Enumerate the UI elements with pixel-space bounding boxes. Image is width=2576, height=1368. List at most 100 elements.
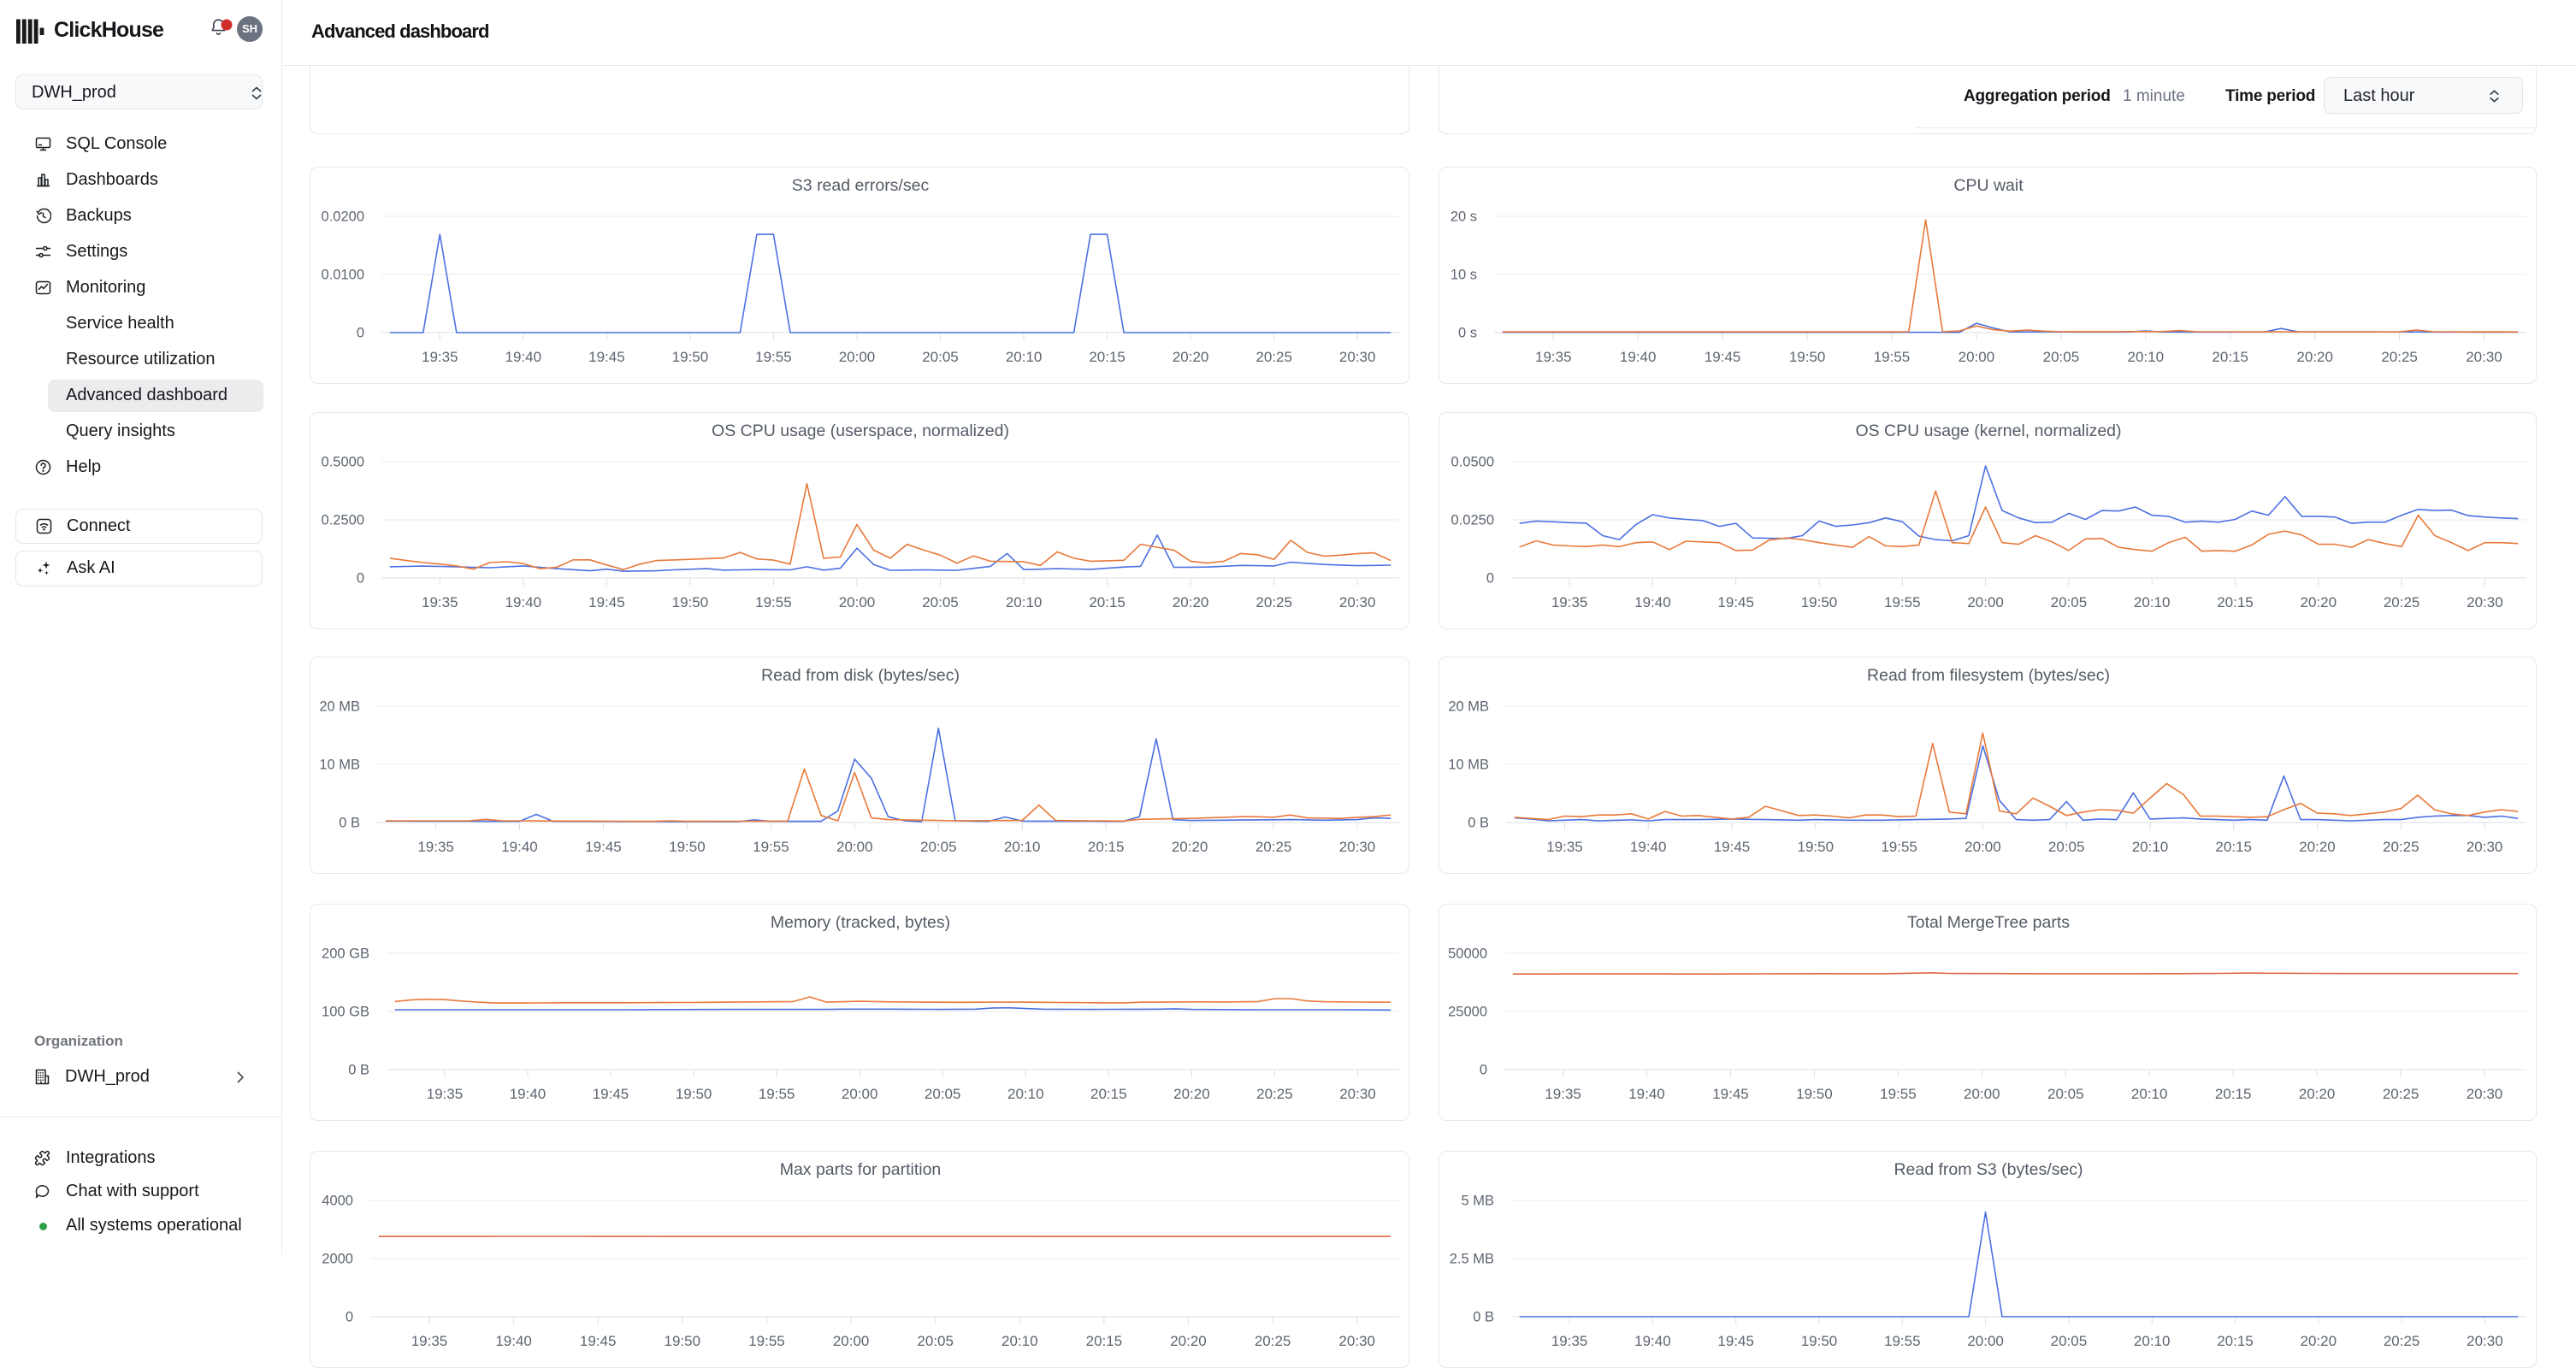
svg-text:20:05: 20:05 [925, 1086, 961, 1102]
svg-text:10 MB: 10 MB [1448, 758, 1489, 773]
svg-text:20:05: 20:05 [2043, 349, 2080, 365]
svg-text:19:35: 19:35 [427, 1086, 464, 1102]
svg-text:20 MB: 20 MB [1448, 699, 1489, 715]
svg-text:19:40: 19:40 [501, 839, 538, 855]
svg-text:19:45: 19:45 [1717, 1333, 1754, 1349]
svg-text:20:05: 20:05 [2048, 839, 2085, 855]
svg-text:100 GB: 100 GB [322, 1005, 369, 1020]
svg-text:19:35: 19:35 [422, 349, 458, 365]
svg-text:0: 0 [346, 1310, 353, 1325]
svg-text:20:10: 20:10 [1006, 349, 1043, 365]
svg-text:19:35: 19:35 [422, 594, 458, 610]
svg-text:20:30: 20:30 [2467, 1333, 2503, 1349]
svg-text:20:15: 20:15 [2215, 839, 2252, 855]
svg-text:20:00: 20:00 [839, 349, 876, 365]
svg-text:200 GB: 200 GB [322, 946, 369, 962]
svg-text:19:40: 19:40 [505, 594, 542, 610]
svg-text:Max parts for partition: Max parts for partition [780, 1160, 942, 1179]
svg-text:20:20: 20:20 [2301, 594, 2337, 610]
svg-text:20:25: 20:25 [2383, 839, 2419, 855]
svg-text:19:40: 19:40 [1634, 594, 1671, 610]
svg-text:20:10: 20:10 [1007, 1086, 1044, 1102]
svg-text:19:35: 19:35 [1551, 1333, 1588, 1349]
svg-text:20:25: 20:25 [2381, 349, 2418, 365]
svg-text:19:40: 19:40 [1630, 839, 1667, 855]
svg-text:0.0250: 0.0250 [1451, 513, 1494, 528]
svg-text:19:50: 19:50 [669, 839, 706, 855]
svg-text:20:25: 20:25 [1256, 1086, 1293, 1102]
svg-text:Total MergeTree parts: Total MergeTree parts [1907, 913, 2070, 932]
svg-text:20:15: 20:15 [1090, 1086, 1127, 1102]
svg-text:20:20: 20:20 [2299, 1086, 2336, 1102]
svg-text:19:55: 19:55 [1884, 1333, 1921, 1349]
svg-text:19:40: 19:40 [1620, 349, 1657, 365]
svg-text:20:00: 20:00 [1964, 839, 2001, 855]
svg-text:19:55: 19:55 [755, 349, 792, 365]
svg-text:0 B: 0 B [1468, 816, 1489, 831]
svg-text:0.0100: 0.0100 [322, 268, 364, 283]
svg-text:19:35: 19:35 [1551, 594, 1588, 610]
svg-text:0 B: 0 B [348, 1063, 369, 1078]
svg-text:19:35: 19:35 [417, 839, 454, 855]
svg-text:19:45: 19:45 [1705, 349, 1741, 365]
svg-text:20:10: 20:10 [2128, 349, 2165, 365]
svg-text:19:55: 19:55 [753, 839, 789, 855]
svg-text:20 MB: 20 MB [319, 699, 360, 715]
svg-text:20:10: 20:10 [1001, 1333, 1038, 1349]
svg-text:20:05: 20:05 [2051, 594, 2088, 610]
svg-text:19:45: 19:45 [588, 349, 625, 365]
svg-text:20:25: 20:25 [1256, 594, 1292, 610]
svg-text:20:05: 20:05 [922, 349, 959, 365]
svg-text:19:50: 19:50 [1798, 839, 1835, 855]
svg-text:Read from disk (bytes/sec): Read from disk (bytes/sec) [761, 666, 960, 685]
svg-text:20:15: 20:15 [1088, 839, 1125, 855]
svg-text:19:40: 19:40 [1634, 1333, 1671, 1349]
svg-text:25000: 25000 [1448, 1005, 1487, 1020]
svg-text:20:10: 20:10 [2132, 839, 2169, 855]
svg-text:2000: 2000 [322, 1252, 353, 1267]
svg-text:20:20: 20:20 [1173, 594, 1209, 610]
svg-text:20:30: 20:30 [2466, 349, 2502, 365]
svg-text:20:15: 20:15 [2212, 349, 2248, 365]
svg-text:10 MB: 10 MB [319, 758, 360, 773]
svg-text:19:35: 19:35 [411, 1333, 448, 1349]
svg-text:20:30: 20:30 [1338, 1333, 1375, 1349]
svg-text:20:30: 20:30 [1339, 349, 1376, 365]
svg-text:19:55: 19:55 [1880, 1086, 1917, 1102]
svg-text:20:30: 20:30 [2467, 594, 2503, 610]
svg-text:19:45: 19:45 [1717, 594, 1754, 610]
svg-text:19:50: 19:50 [1801, 594, 1838, 610]
svg-text:S3 read errors/sec: S3 read errors/sec [792, 176, 930, 195]
svg-text:19:45: 19:45 [588, 594, 625, 610]
svg-text:20:20: 20:20 [2301, 1333, 2337, 1349]
svg-text:CPU wait: CPU wait [1953, 176, 2024, 195]
svg-text:20:20: 20:20 [1173, 1086, 1210, 1102]
svg-text:20:05: 20:05 [922, 594, 959, 610]
svg-text:0.2500: 0.2500 [322, 513, 364, 528]
svg-text:0: 0 [357, 571, 364, 587]
svg-text:19:55: 19:55 [1884, 594, 1921, 610]
svg-text:20:15: 20:15 [1086, 1333, 1123, 1349]
svg-text:Read from S3 (bytes/sec): Read from S3 (bytes/sec) [1894, 1160, 2083, 1179]
svg-text:20:05: 20:05 [917, 1333, 954, 1349]
svg-text:2.5 MB: 2.5 MB [1450, 1252, 1494, 1267]
svg-text:19:50: 19:50 [672, 349, 709, 365]
svg-text:4000: 4000 [322, 1194, 353, 1209]
svg-text:20:25: 20:25 [1255, 1333, 1291, 1349]
svg-text:20:00: 20:00 [1967, 594, 2004, 610]
svg-text:20:25: 20:25 [1256, 839, 1292, 855]
svg-text:OS CPU usage (userspace, norma: OS CPU usage (userspace, normalized) [712, 422, 1009, 440]
svg-text:0 s: 0 s [1458, 326, 1477, 341]
svg-text:19:55: 19:55 [748, 1333, 785, 1349]
svg-text:0 B: 0 B [1473, 1310, 1494, 1325]
svg-text:20 s: 20 s [1450, 209, 1477, 225]
svg-text:19:50: 19:50 [1796, 1086, 1833, 1102]
svg-text:20:10: 20:10 [1004, 839, 1041, 855]
svg-text:5 MB: 5 MB [1461, 1194, 1494, 1209]
svg-text:20:20: 20:20 [1170, 1333, 1207, 1349]
svg-text:0: 0 [1486, 571, 1494, 587]
svg-text:20:25: 20:25 [2384, 1333, 2420, 1349]
svg-text:20:00: 20:00 [842, 1086, 878, 1102]
svg-text:20:30: 20:30 [2467, 1086, 2503, 1102]
svg-text:0: 0 [357, 326, 364, 341]
